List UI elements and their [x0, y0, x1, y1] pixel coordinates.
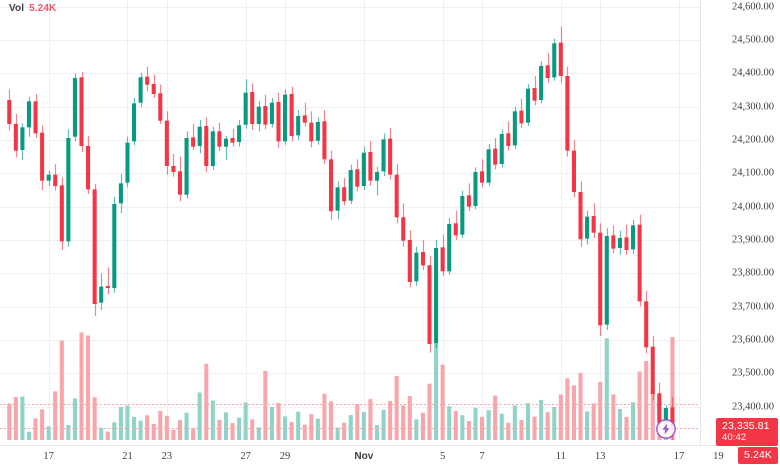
time-axis-line: [0, 445, 780, 446]
last-price-badge[interactable]: 23,335.81 40:42: [716, 417, 778, 446]
indicator-name: Vol: [9, 3, 25, 14]
price-scale[interactable]: 24,600.00 24,500.00 24,400.00 24,300.00 24,2…: [700, 0, 780, 445]
price-tick: 24,000.00: [732, 201, 774, 213]
indicator-value: 5.24K: [29, 3, 57, 14]
volume-badge-value: 5.24K: [744, 448, 772, 461]
time-tick: 17: [43, 451, 54, 462]
price-tick: 24,600.00: [732, 1, 774, 13]
time-tick: 19: [713, 451, 724, 462]
time-tick: 21: [122, 451, 133, 462]
price-tick: 23,400.00: [732, 401, 774, 413]
time-tick: 13: [594, 451, 606, 462]
time-axis[interactable]: 17 21 23 27 29 Nov 5 7 11 13 17 19: [0, 445, 780, 470]
time-tick: 5: [440, 451, 446, 462]
time-tick: 11: [555, 451, 566, 462]
lightning-bolt-icon[interactable]: [655, 418, 677, 440]
price-tick: 24,500.00: [732, 34, 774, 46]
scale-divider: [700, 0, 701, 445]
price-tick: 23,600.00: [732, 334, 774, 346]
price-tick: 23,900.00: [732, 234, 774, 246]
time-tick: 27: [240, 451, 251, 462]
last-price-value: 23,335.81: [722, 419, 770, 432]
time-tick: Nov: [354, 451, 374, 462]
price-tick: 23,700.00: [732, 301, 774, 313]
price-tick: 24,100.00: [732, 167, 774, 179]
time-tick: 7: [479, 451, 485, 462]
volume-badge[interactable]: 5.24K: [738, 446, 778, 464]
time-tick: 17: [673, 451, 685, 462]
price-tick: 23,500.00: [732, 367, 774, 379]
time-tick: 23: [161, 451, 173, 462]
price-tick: 24,300.00: [732, 101, 774, 113]
time-tick: 29: [279, 451, 291, 462]
bar-countdown: 40:42: [722, 431, 747, 443]
price-tick: 24,400.00: [732, 67, 774, 79]
price-tick: 23,800.00: [732, 267, 774, 279]
price-tick: 24,200.00: [732, 134, 774, 146]
chart-legend: Vol 5.24K: [9, 3, 56, 15]
